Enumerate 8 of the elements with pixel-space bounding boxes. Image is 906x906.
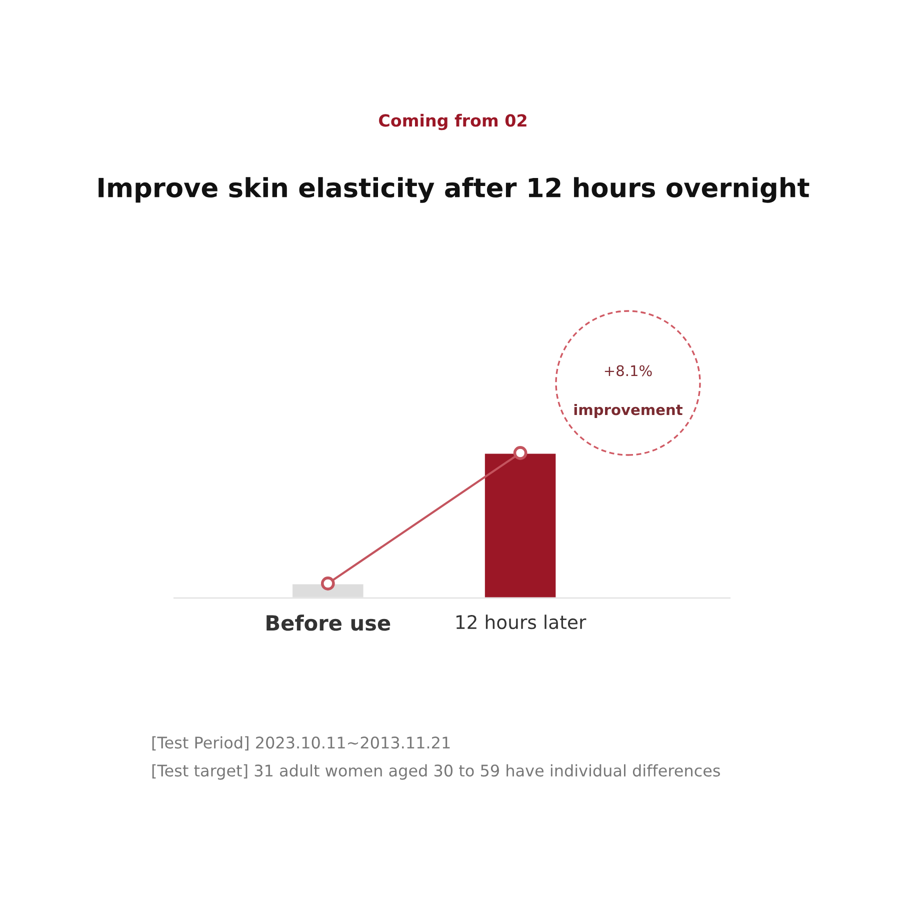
x-tick-label: 12 hours later [456, 614, 586, 630]
text: +8.1% [604, 365, 652, 376]
x-tick-label: Before use [266, 614, 390, 631]
text: [Test target] 31 adult women aged 30 to 59 have individual differences [152, 764, 720, 780]
text: [Test Period] 2023.10.11~2013.11.21 [152, 736, 450, 751]
chart-subtitle: Coming from 02 [379, 114, 526, 130]
text: improvement [574, 404, 683, 418]
chart-title: Improve skin elasticity after 12 hours overnight [98, 177, 810, 203]
